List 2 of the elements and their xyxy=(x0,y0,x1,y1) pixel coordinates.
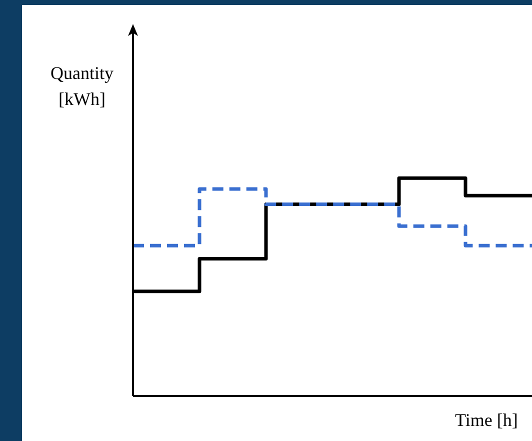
y-axis-title: Quantity [kWh] xyxy=(50,62,114,111)
x-axis-title: Time [h] xyxy=(455,410,518,431)
